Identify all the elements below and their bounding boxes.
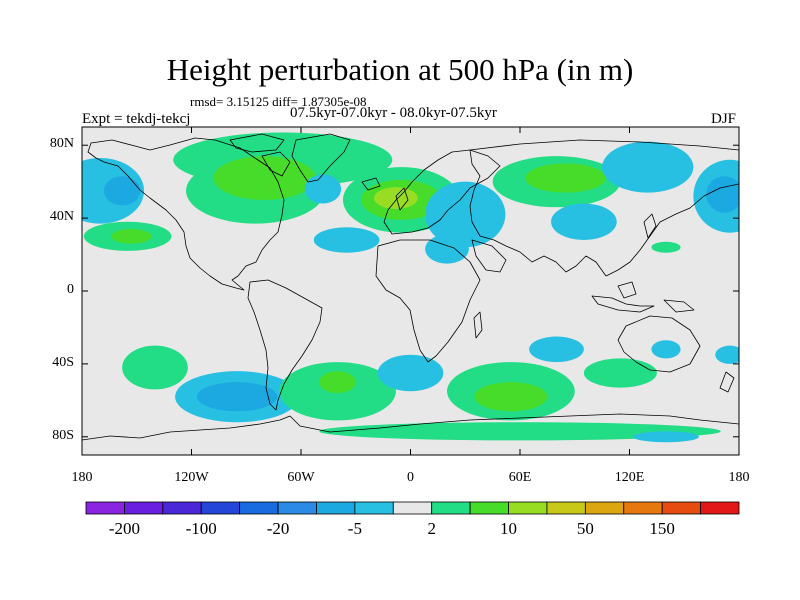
colorbar-swatch <box>546 501 586 515</box>
colorbar-swatch <box>469 501 509 515</box>
anomaly-patch <box>651 340 681 359</box>
coastline-indonesia <box>591 295 655 313</box>
coastline-japan <box>643 213 657 239</box>
anomaly-patch <box>304 174 342 204</box>
coastline-iceland <box>361 177 381 191</box>
season-label: DJF <box>711 111 737 127</box>
coastline-arabia <box>471 239 507 273</box>
colorbar-tick-label: -200 <box>108 519 140 538</box>
anomaly-patch <box>103 176 141 206</box>
colorbar-tick-label: 50 <box>576 519 594 538</box>
coastline-british-isles <box>395 187 409 211</box>
lat-tick-label: 80S <box>52 427 74 443</box>
anomaly-patch <box>602 141 694 193</box>
colorbar-tick-label: 2 <box>427 519 436 538</box>
coastline-asia <box>469 139 739 277</box>
anomaly-patch <box>474 382 548 412</box>
coastline-europe <box>383 149 501 235</box>
lat-tick-label: 40S <box>52 354 74 370</box>
experiment-label: Expt = tekdj-tekcj <box>82 111 191 127</box>
lat-tick-label: 80N <box>49 136 74 152</box>
anomaly-patch <box>319 422 721 441</box>
anomaly-patch <box>583 358 657 388</box>
colorbar-swatch <box>623 501 663 515</box>
anomaly-patch <box>122 345 188 390</box>
colorbar-swatch <box>162 501 202 515</box>
colorbar-swatch <box>85 501 125 515</box>
colorbar <box>85 501 740 515</box>
colorbar-swatch <box>508 501 548 515</box>
coastline-arctic-islands <box>229 133 285 153</box>
anomaly-patch <box>706 176 739 213</box>
map-title: Height perturbation at 500 hPa (in m) <box>166 52 634 87</box>
colorbar-swatch <box>392 501 433 515</box>
colorbar-swatch <box>124 501 164 515</box>
lat-tick-label: 0 <box>67 282 74 297</box>
anomaly-patch <box>551 203 617 240</box>
coastline-greenland <box>291 133 351 183</box>
period-label: 07.5kyr-07.0kyr - 08.0kyr-07.5kyr <box>290 105 497 121</box>
anomaly-layer <box>82 132 739 443</box>
anomaly-patch <box>374 187 418 209</box>
colorbar-tick-label: 150 <box>649 519 675 538</box>
anomaly-patch <box>196 382 278 412</box>
anomaly-patch <box>715 345 739 364</box>
coastline-new-guinea <box>663 299 695 313</box>
coastline-south-america <box>247 279 323 411</box>
coastline-africa <box>375 239 481 363</box>
coastline-madagascar <box>473 311 483 339</box>
rmsd-stats: rmsd= 3.15125 diff= 1.87305e-08 <box>190 94 367 109</box>
coastlines <box>82 133 739 441</box>
colorbar-swatch <box>661 501 701 515</box>
colorbar-swatch <box>354 501 394 515</box>
anomaly-patch <box>651 241 681 253</box>
colorbar-tick-label: -5 <box>347 519 362 538</box>
anomaly-patch <box>525 163 606 193</box>
colorbar-swatch <box>200 501 241 515</box>
lon-tick-label: 180 <box>728 470 750 485</box>
lat-tick-label: 40N <box>49 209 74 225</box>
colorbar-swatch <box>277 501 317 515</box>
coastline-antarctica <box>82 413 739 441</box>
lon-tick-label: 120E <box>614 470 645 485</box>
anomaly-patch <box>313 227 380 253</box>
coastline-australia <box>617 315 701 373</box>
anomaly-patch <box>319 371 356 394</box>
coastline-north-america <box>87 137 285 291</box>
colorbar-tick-label: -100 <box>185 519 217 538</box>
colorbar-swatch <box>431 501 471 515</box>
anomaly-patch <box>111 229 152 244</box>
anomaly-patch <box>425 181 506 248</box>
anomaly-patch <box>377 354 444 392</box>
coastline-baffin <box>261 151 291 177</box>
colorbar-swatch <box>584 501 625 515</box>
lon-tick-label: 0 <box>407 470 414 485</box>
colorbar-tick-label: 10 <box>500 519 518 538</box>
lon-tick-label: 60E <box>508 470 532 485</box>
anomaly-patch <box>529 336 584 363</box>
anomaly-patch <box>633 431 699 443</box>
coastline-new-zealand <box>719 371 735 393</box>
lon-tick-label: 180 <box>71 470 93 485</box>
colorbar-swatch <box>700 501 740 515</box>
lon-tick-label: 120W <box>174 470 209 485</box>
tick-marks <box>81 127 740 455</box>
colorbar-tick-label: -20 <box>266 519 290 538</box>
anomaly-patch <box>213 156 316 200</box>
colorbar-swatch <box>239 501 279 515</box>
coastline-borneo <box>617 281 637 299</box>
lon-tick-label: 60W <box>287 470 315 485</box>
colorbar-swatch <box>316 501 356 515</box>
